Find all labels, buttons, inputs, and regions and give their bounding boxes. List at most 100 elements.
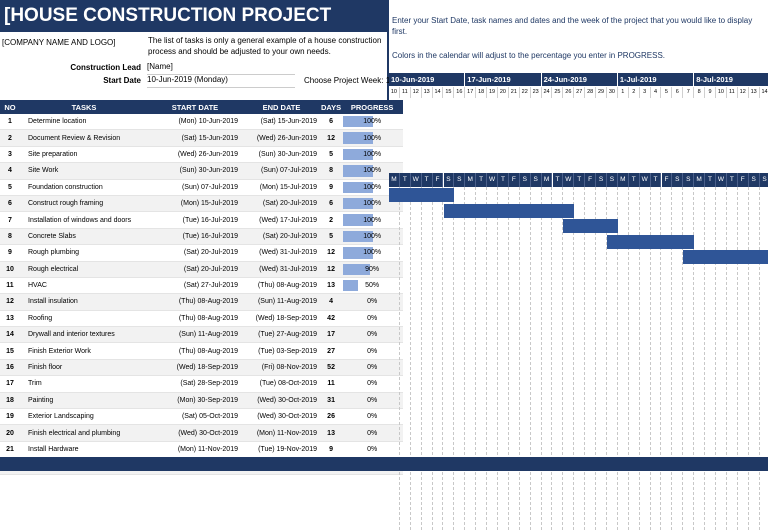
task-end-date[interactable]: (Wed) 31-Jul-2019 (242, 261, 321, 278)
table-row[interactable]: 19 Exterior Landscaping (Sat) 05-Oct-2019(… (0, 408, 404, 426)
task-number[interactable]: 21 (0, 441, 20, 459)
task-start-date[interactable]: (Wed) 30-Oct-2019 (148, 424, 242, 442)
task-number[interactable]: 11 (0, 277, 20, 295)
task-start-date[interactable]: (Sun) 07-Jul-2019 (148, 179, 242, 196)
task-start-date[interactable]: (Mon) 15-Jul-2019 (148, 195, 242, 213)
table-row[interactable]: 7 Installation of windows and doors (Tue) … (0, 211, 404, 229)
task-progress[interactable]: 100% (341, 228, 404, 246)
task-days[interactable]: 8 (321, 162, 342, 180)
task-end-date[interactable]: (Sun) 30-Jun-2019 (242, 146, 321, 164)
task-name[interactable]: Foundation construction (20, 179, 148, 196)
task-name[interactable]: Roofing (20, 310, 148, 328)
task-days[interactable]: 6 (321, 195, 342, 213)
task-end-date[interactable]: (Sat) 20-Jul-2019 (242, 228, 321, 246)
task-name[interactable]: Rough plumbing (20, 244, 148, 262)
table-row[interactable]: 21 Install Hardware (Mon) 11-Nov-2019 (Tue)… (0, 441, 404, 459)
table-row[interactable]: 5 Foundation construction (Sun) 07-Jul-201… (0, 179, 404, 196)
task-end-date[interactable]: (Sat) 20-Jul-2019 (242, 195, 321, 213)
task-number[interactable]: 18 (0, 392, 20, 410)
task-days[interactable]: 26 (321, 408, 342, 426)
task-days[interactable]: 12 (321, 244, 342, 262)
task-end-date[interactable]: (Wed) 18-Sep-2019 (242, 310, 321, 328)
task-end-date[interactable]: (Wed) 30-Oct-2019 (242, 392, 321, 410)
task-progress[interactable]: 100% (341, 162, 404, 180)
task-progress[interactable]: 0% (341, 408, 404, 426)
task-progress[interactable]: 100% (341, 114, 404, 131)
task-start-date[interactable]: (Thu) 08-Aug-2019 (148, 293, 242, 311)
table-row[interactable]: 17 Trim (Sat) 28-Sep-2019 (Tue) 08-Oct-2019… (0, 375, 404, 393)
task-start-date[interactable]: (Wed) 18-Sep-2019 (148, 359, 242, 377)
task-progress[interactable]: 0% (341, 392, 404, 410)
task-start-date[interactable]: (Sat) 05-Oct-2019 (148, 408, 242, 426)
task-number[interactable]: 2 (0, 129, 20, 147)
task-progress[interactable]: 100% (341, 129, 404, 147)
task-start-date[interactable]: (Wed) 26-Jun-2019 (148, 146, 242, 164)
project-week-value[interactable]: 1 (385, 76, 391, 85)
task-days[interactable]: 11 (321, 375, 342, 393)
table-row[interactable]: 15 Finish Exterior Work (Thu) 08-Aug-2019(… (0, 342, 404, 360)
task-progress[interactable]: 0% (341, 293, 404, 311)
table-row[interactable]: 9 Rough plumbing (Sat) 20-Jul-2019 (Wed) 31… (0, 244, 404, 262)
task-end-date[interactable]: (Sun) 11-Aug-2019 (242, 293, 321, 311)
table-row[interactable]: 11 HVAC (Sat) 27-Jul-2019 (Thu) 08-Aug-2019… (0, 277, 404, 295)
task-end-date[interactable]: (Tue) 08-Oct-2019 (242, 375, 321, 393)
task-end-date[interactable]: (Mon) 11-Nov-2019 (242, 424, 321, 442)
task-number[interactable]: 15 (0, 342, 20, 360)
task-number[interactable]: 9 (0, 244, 20, 262)
task-name[interactable]: Install insulation (20, 293, 148, 311)
table-row[interactable]: 3 Site preparation (Wed) 26-Jun-2019 (Sun) … (0, 146, 404, 164)
task-number[interactable]: 1 (0, 114, 20, 131)
task-number[interactable]: 4 (0, 162, 20, 180)
task-end-date[interactable]: (Tue) 27-Aug-2019 (242, 326, 321, 344)
table-row[interactable]: 6 Construct rough framing (Mon) 15-Jul-201… (0, 195, 404, 213)
task-days[interactable]: 13 (321, 277, 342, 295)
task-start-date[interactable]: (Thu) 08-Aug-2019 (148, 342, 242, 360)
task-name[interactable]: Concrete Slabs (20, 228, 148, 246)
lead-input[interactable]: [Name] (147, 62, 295, 75)
task-name[interactable]: Drywall and interior textures (20, 326, 148, 344)
task-end-date[interactable]: (Sat) 15-Jun-2019 (242, 114, 321, 131)
task-name[interactable]: Installation of windows and doors (20, 211, 148, 229)
task-start-date[interactable]: (Tue) 16-Jul-2019 (148, 211, 242, 229)
task-name[interactable]: Trim (20, 375, 148, 393)
table-row[interactable]: 2 Document Review & Revision (Sat) 15-Jun-… (0, 129, 404, 147)
task-progress[interactable]: 0% (341, 375, 404, 393)
task-number[interactable]: 10 (0, 261, 20, 278)
task-days[interactable]: 17 (321, 326, 342, 344)
task-number[interactable]: 8 (0, 228, 20, 246)
task-name[interactable]: Site Work (20, 162, 148, 180)
task-days[interactable]: 6 (321, 114, 342, 131)
task-days[interactable]: 52 (321, 359, 342, 377)
task-days[interactable]: 9 (321, 179, 342, 196)
task-days[interactable]: 5 (321, 228, 342, 246)
task-name[interactable]: Install Hardware (20, 441, 148, 459)
task-start-date[interactable]: (Mon) 11-Nov-2019 (148, 441, 242, 459)
table-row[interactable]: 10 Rough electrical (Sat) 20-Jul-2019 (Wed)… (0, 261, 404, 278)
task-number[interactable]: 14 (0, 326, 20, 344)
task-progress[interactable]: 100% (341, 146, 404, 164)
task-start-date[interactable]: (Sat) 27-Jul-2019 (148, 277, 242, 295)
task-start-date[interactable]: (Thu) 08-Aug-2019 (148, 310, 242, 328)
task-days[interactable]: 9 (321, 441, 342, 459)
task-progress[interactable]: 0% (341, 326, 404, 344)
task-start-date[interactable]: (Mon) 10-Jun-2019 (148, 114, 242, 131)
task-number[interactable]: 7 (0, 211, 20, 229)
task-start-date[interactable]: (Sun) 11-Aug-2019 (148, 326, 242, 344)
task-progress[interactable]: 100% (341, 211, 404, 229)
task-end-date[interactable]: (Thu) 08-Aug-2019 (242, 277, 321, 295)
task-days[interactable]: 12 (321, 261, 342, 278)
task-end-date[interactable]: (Wed) 31-Jul-2019 (242, 244, 321, 262)
task-number[interactable]: 5 (0, 179, 20, 196)
task-end-date[interactable]: (Tue) 19-Nov-2019 (242, 441, 321, 459)
task-start-date[interactable]: (Tue) 16-Jul-2019 (148, 228, 242, 246)
task-progress[interactable]: 100% (341, 179, 404, 196)
table-row[interactable]: 20 Finish electrical and plumbing (Wed) 30… (0, 424, 404, 442)
task-days[interactable]: 12 (321, 129, 342, 147)
company-name[interactable]: [COMPANY NAME AND LOGO] (2, 38, 116, 47)
start-date-input[interactable]: 10-Jun-2019 (Monday) (147, 75, 295, 88)
task-days[interactable]: 4 (321, 293, 342, 311)
task-days[interactable]: 5 (321, 146, 342, 164)
task-days[interactable]: 31 (321, 392, 342, 410)
table-row[interactable]: 14 Drywall and interior textures (Sun) 11-… (0, 326, 404, 344)
task-end-date[interactable]: (Wed) 26-Jun-2019 (242, 129, 321, 147)
